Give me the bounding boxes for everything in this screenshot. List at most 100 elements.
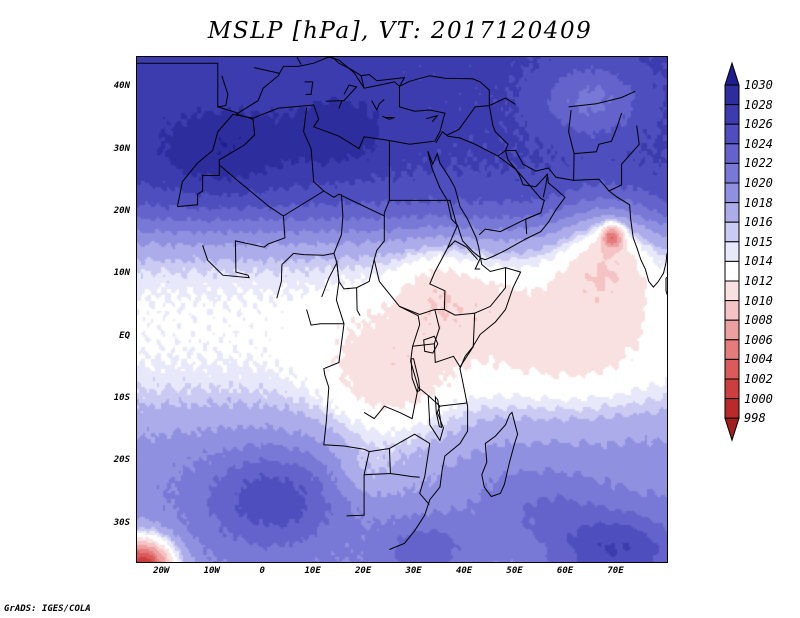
country-border bbox=[433, 309, 440, 344]
latitude-label: 30S bbox=[113, 517, 130, 528]
colorbar-swatch bbox=[724, 143, 740, 164]
pressure-map bbox=[136, 56, 668, 563]
country-border bbox=[331, 57, 362, 77]
colorbar-top-arrow bbox=[724, 61, 740, 86]
country-border bbox=[177, 164, 220, 208]
colorbar bbox=[724, 61, 740, 442]
country-border bbox=[371, 99, 385, 112]
colorbar-swatch bbox=[724, 280, 740, 302]
country-border bbox=[574, 112, 623, 155]
country-border bbox=[346, 474, 365, 517]
colorbar-tick-label: 1000 bbox=[744, 391, 773, 406]
country-border bbox=[444, 309, 476, 348]
country-border bbox=[360, 73, 406, 89]
country-border bbox=[399, 75, 490, 106]
colorbar-swatch bbox=[724, 162, 740, 184]
country-border bbox=[364, 473, 391, 476]
country-border bbox=[253, 67, 280, 74]
country-border bbox=[321, 260, 431, 505]
colorbar-swatch bbox=[724, 358, 740, 380]
country-border bbox=[202, 164, 286, 279]
colorbar-swatch bbox=[724, 104, 740, 125]
country-border bbox=[325, 100, 343, 109]
latitude-label: 40N bbox=[113, 81, 130, 92]
colorbar-tick-label: 1010 bbox=[744, 293, 773, 308]
country-border bbox=[568, 90, 636, 108]
latitude-label: 20S bbox=[113, 455, 130, 466]
latitude-label: 30N bbox=[113, 143, 130, 154]
country-border bbox=[417, 387, 468, 407]
country-border bbox=[507, 159, 545, 235]
colorbar-tick-label: 1014 bbox=[744, 254, 773, 269]
colorbar-swatch bbox=[724, 398, 740, 419]
colorbar-swatch bbox=[724, 339, 740, 360]
colorbar-swatch bbox=[724, 378, 740, 400]
country-border bbox=[478, 228, 486, 236]
country-border bbox=[608, 125, 640, 192]
longitude-label: 60E bbox=[556, 566, 574, 576]
map-title: MSLP [hPa], VT: 2017120409 bbox=[207, 18, 593, 44]
country-border bbox=[435, 131, 506, 157]
lake-outline bbox=[434, 395, 442, 429]
country-border bbox=[497, 155, 516, 170]
colorbar-swatch bbox=[724, 241, 740, 262]
country-border bbox=[568, 109, 575, 181]
country-border bbox=[276, 264, 283, 299]
country-border bbox=[485, 212, 541, 233]
country-border bbox=[283, 190, 325, 217]
latitude-label: EQ bbox=[119, 330, 130, 341]
coastline bbox=[137, 57, 446, 207]
country-border bbox=[488, 105, 509, 151]
colorbar-swatch bbox=[724, 84, 740, 106]
country-border bbox=[447, 240, 479, 260]
country-border bbox=[427, 395, 444, 442]
lake-outline bbox=[423, 335, 439, 354]
country-border bbox=[296, 57, 302, 65]
colorbar-tick-label: 1008 bbox=[744, 313, 773, 328]
country-border bbox=[306, 309, 344, 326]
longitude-label: 10E bbox=[304, 566, 321, 576]
longitude-label: 50E bbox=[506, 566, 523, 576]
country-border bbox=[303, 107, 390, 217]
longitude-label: 40E bbox=[455, 566, 473, 576]
country-border bbox=[341, 84, 358, 102]
colorbar-tick-label: 1024 bbox=[744, 136, 773, 151]
country-border bbox=[363, 451, 370, 475]
country-border bbox=[356, 287, 361, 316]
country-border bbox=[447, 106, 476, 136]
colorbar-tick-label: 1006 bbox=[744, 332, 773, 347]
latitude-label: 20N bbox=[113, 205, 130, 216]
colorbar-bottom-arrow bbox=[724, 417, 740, 442]
colorbar-tick-label: 1012 bbox=[744, 274, 773, 288]
country-border bbox=[542, 174, 548, 198]
country-border bbox=[388, 448, 420, 478]
credit-text: GrADS: IGES/COLA bbox=[4, 604, 91, 614]
coastline-madagascar bbox=[481, 411, 519, 498]
colorbar-tick-label: 1020 bbox=[744, 176, 773, 190]
country-border bbox=[363, 305, 421, 420]
pressure-field bbox=[137, 57, 667, 562]
country-border bbox=[373, 199, 458, 316]
colorbar-swatch bbox=[724, 202, 740, 223]
longitude-label: 30E bbox=[405, 566, 422, 576]
longitude-label: 10W bbox=[203, 566, 220, 576]
colorbar-tick-label: 1022 bbox=[744, 156, 773, 171]
country-border bbox=[412, 343, 474, 368]
colorbar-tick-label: 1004 bbox=[744, 352, 773, 367]
country-border bbox=[475, 97, 516, 108]
colorbar-tick-label: 1028 bbox=[744, 97, 773, 112]
colorbar-swatch bbox=[724, 221, 740, 243]
longitude-label: 20W bbox=[153, 566, 170, 576]
colorbar-swatch bbox=[724, 300, 740, 321]
latitude-label: 10N bbox=[113, 268, 130, 279]
country-border bbox=[218, 113, 256, 165]
colorbar-tick-label: 1002 bbox=[744, 372, 773, 386]
longitude-label: 20E bbox=[355, 566, 372, 576]
colorbar-swatch bbox=[724, 182, 740, 204]
colorbar-swatch bbox=[724, 260, 740, 282]
lake-outline bbox=[410, 358, 421, 393]
colorbar-tick-label: 1026 bbox=[744, 117, 773, 132]
map-overlay bbox=[137, 57, 667, 550]
country-border bbox=[426, 114, 439, 123]
colorbar-tick-label: 1030 bbox=[744, 78, 773, 92]
